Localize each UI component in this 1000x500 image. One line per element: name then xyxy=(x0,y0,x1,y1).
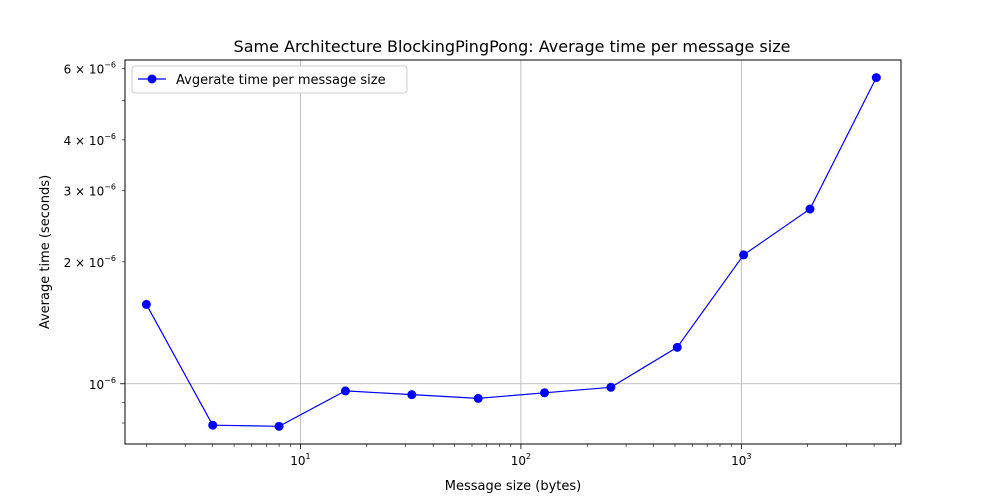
data-point xyxy=(473,393,483,403)
x-tick-label: 103 xyxy=(731,452,751,468)
y-tick-label: 4 × 10−6 xyxy=(64,132,116,148)
axis-ticks: 101 102 103 10−6 2 × 10−6 3 × 10−6 4 × 10−6 6 ×… xyxy=(64,61,752,468)
data-point xyxy=(739,250,749,260)
data-point xyxy=(871,73,881,83)
data-point xyxy=(540,388,550,398)
chart-title: Same Architecture BlockingPingPong: Aver… xyxy=(234,37,791,56)
y-tick-label: 10−6 xyxy=(89,376,116,392)
data-point xyxy=(805,204,815,214)
plot-frame xyxy=(124,59,902,445)
data-point xyxy=(208,420,218,430)
x-tick-label: 101 xyxy=(290,452,310,468)
y-tick-label: 2 × 10−6 xyxy=(64,254,116,270)
data-point xyxy=(407,390,417,400)
data-point xyxy=(274,421,284,431)
y-tick-label: 6 × 10−6 xyxy=(64,61,116,77)
data-point xyxy=(141,299,151,309)
legend-label: Avgerate time per message size xyxy=(176,73,386,88)
legend: Avgerate time per message size xyxy=(131,65,408,94)
series-line xyxy=(145,77,877,427)
legend-box xyxy=(131,65,408,94)
y-axis-label: Average time (seconds) xyxy=(38,175,53,329)
legend-marker-swatch xyxy=(147,74,157,84)
data-point xyxy=(340,386,350,396)
x-axis-label: Message size (bytes) xyxy=(445,479,581,494)
series-layer xyxy=(141,73,881,431)
x-tick-label: 102 xyxy=(511,452,531,468)
data-point xyxy=(606,382,616,392)
y-tick-label: 3 × 10−6 xyxy=(64,183,116,199)
data-point xyxy=(672,342,682,352)
